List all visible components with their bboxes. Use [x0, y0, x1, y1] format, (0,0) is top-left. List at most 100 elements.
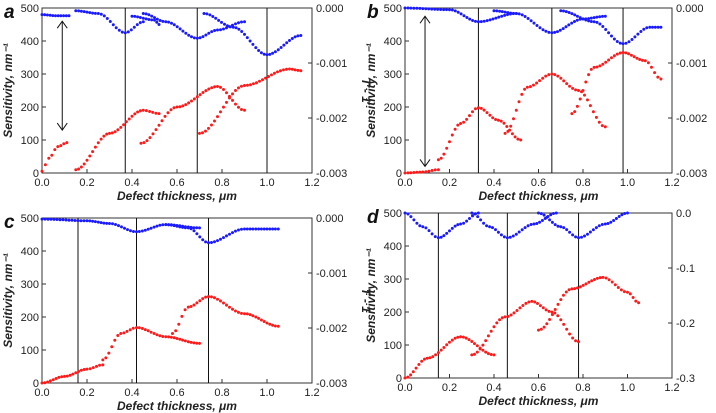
y2-tick-label: -0.3	[676, 373, 695, 385]
data-point	[436, 158, 440, 162]
data-point	[600, 223, 604, 226]
data-point	[516, 137, 520, 141]
data-point	[448, 229, 451, 233]
data-point	[293, 35, 297, 39]
data-point	[503, 131, 507, 135]
data-point	[110, 345, 114, 349]
data-point	[542, 213, 546, 217]
data-point	[509, 124, 513, 128]
data-point	[489, 353, 493, 356]
x-tick-label: 1.2	[664, 382, 679, 394]
data-point	[192, 36, 196, 40]
data-point	[43, 217, 47, 221]
data-point	[615, 40, 619, 43]
data-point	[126, 228, 129, 232]
data-point	[519, 138, 523, 142]
data-point	[573, 20, 576, 23]
data-point	[79, 9, 83, 13]
y-tick-label: 400	[21, 36, 39, 48]
x-tick-label: 0.0	[397, 382, 412, 394]
data-point	[503, 315, 507, 319]
data-point	[521, 304, 525, 307]
data-point	[273, 50, 277, 54]
data-point	[110, 131, 114, 135]
data-point	[511, 234, 515, 238]
data-point	[550, 220, 554, 224]
data-point	[254, 315, 258, 319]
data-point	[525, 85, 529, 89]
data-point	[131, 326, 135, 330]
data-point	[51, 14, 55, 18]
data-point	[161, 335, 165, 338]
data-point	[506, 129, 510, 133]
data-point	[467, 338, 471, 342]
data-point	[659, 25, 663, 29]
data-point	[403, 211, 407, 215]
data-point	[532, 83, 535, 87]
data-point	[456, 223, 460, 227]
data-point	[198, 131, 201, 135]
data-point	[628, 292, 632, 296]
data-point	[178, 337, 182, 341]
data-point	[85, 367, 89, 371]
data-point	[593, 278, 596, 281]
data-point	[211, 15, 215, 18]
data-point	[144, 109, 148, 113]
data-point	[517, 100, 521, 104]
data-point	[461, 335, 465, 339]
data-point	[64, 14, 68, 18]
data-point	[53, 148, 57, 152]
data-point	[536, 302, 539, 305]
data-point	[633, 35, 637, 39]
data-point	[577, 340, 580, 344]
data-point	[161, 19, 165, 23]
data-point	[565, 327, 569, 331]
data-point	[574, 339, 578, 343]
data-point	[296, 34, 300, 38]
data-point	[240, 227, 243, 231]
data-point	[470, 211, 474, 215]
data-point	[574, 235, 578, 239]
data-point	[140, 327, 144, 330]
data-point	[243, 108, 246, 112]
data-point	[659, 77, 663, 81]
y2-tick-label: -0.003	[676, 168, 707, 180]
data-point	[107, 351, 111, 355]
data-point	[231, 98, 234, 102]
data-point	[473, 352, 476, 356]
data-point	[138, 16, 142, 19]
data-point	[234, 22, 237, 26]
data-point	[136, 110, 140, 114]
data-point	[76, 219, 80, 223]
y-tick-label: 100	[384, 340, 402, 352]
data-point	[547, 73, 551, 77]
data-point	[583, 234, 586, 238]
data-point	[77, 369, 81, 373]
data-point	[500, 10, 504, 14]
y-tick-label: 400	[384, 36, 402, 48]
data-point	[564, 290, 568, 294]
data-point	[505, 236, 509, 240]
data-point	[174, 329, 178, 333]
data-point	[553, 223, 557, 227]
data-point	[459, 335, 463, 339]
data-point	[153, 18, 156, 22]
data-point	[105, 221, 109, 225]
data-point	[506, 11, 510, 15]
data-point	[567, 288, 571, 292]
data-point	[111, 222, 114, 226]
data-point	[430, 169, 434, 172]
data-point	[122, 123, 126, 127]
data-point	[424, 226, 428, 230]
data-point	[99, 221, 103, 225]
data-point	[488, 113, 492, 117]
data-point	[412, 6, 416, 10]
data-point	[503, 13, 507, 17]
data-point	[117, 28, 121, 32]
data-point	[145, 139, 149, 143]
data-point	[279, 46, 283, 49]
data-point	[637, 301, 641, 305]
data-point	[630, 38, 634, 41]
y-tick-label: 0	[33, 168, 39, 180]
data-point	[210, 123, 213, 127]
